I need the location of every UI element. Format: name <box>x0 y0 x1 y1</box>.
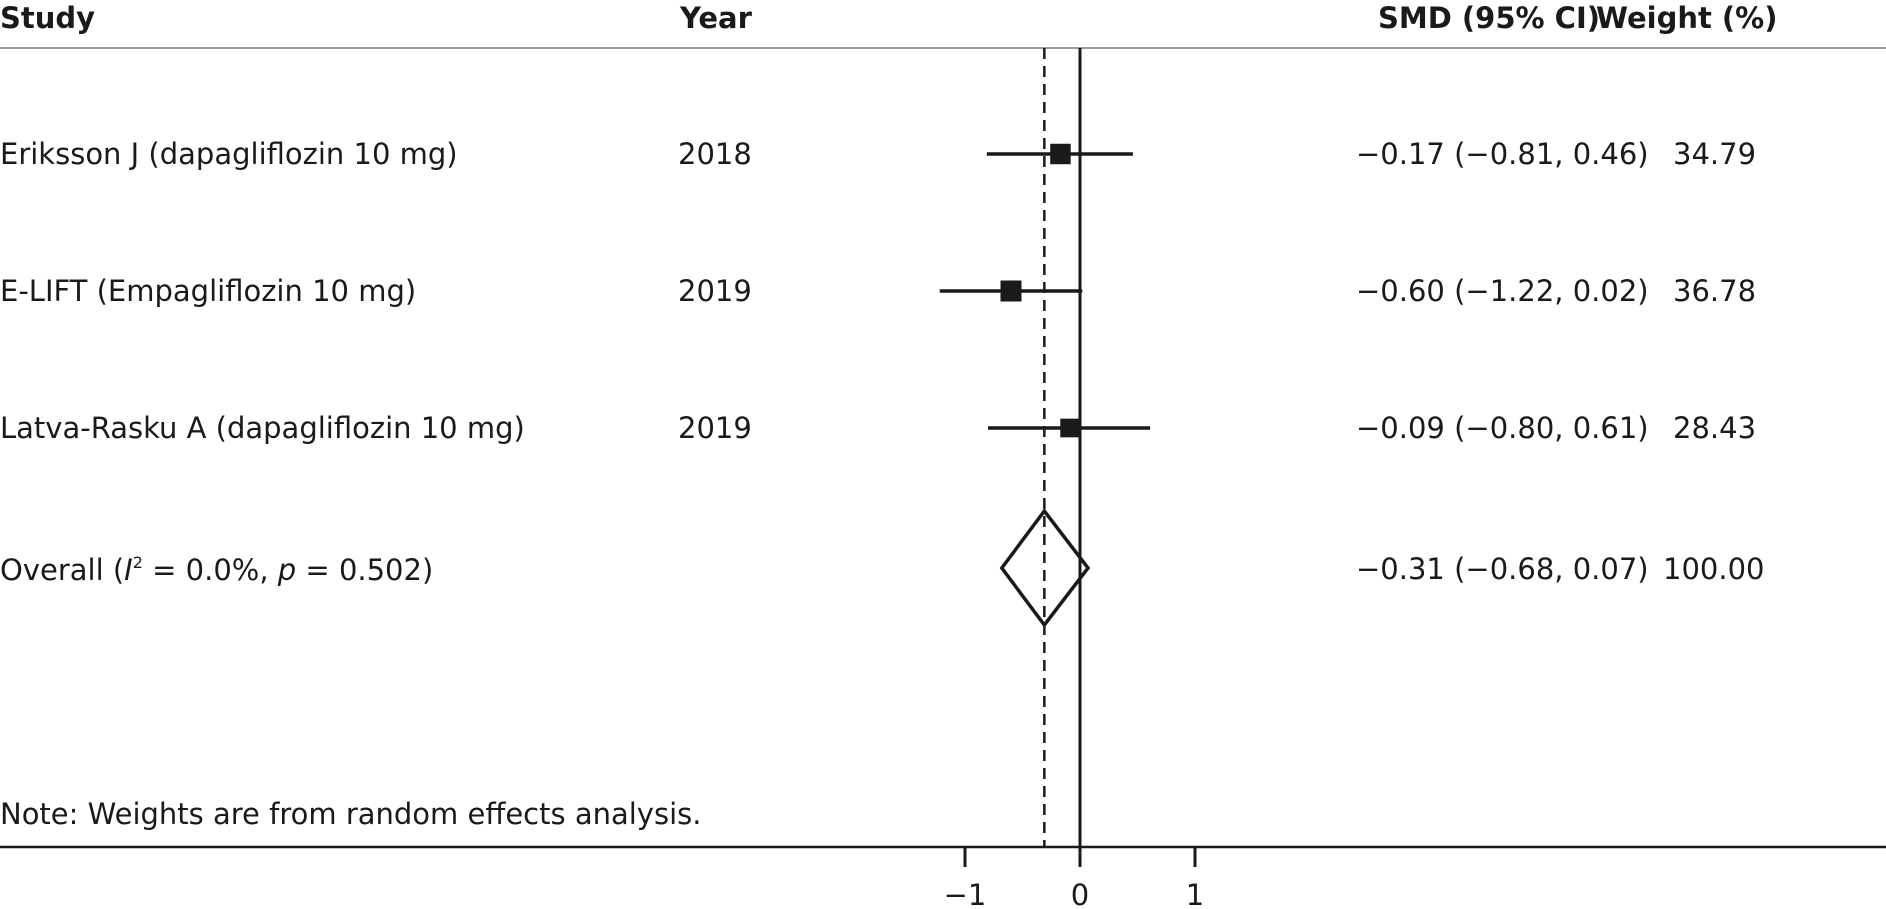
overall-weight-label: 100.00 <box>1663 552 1765 586</box>
overall-i-sup: 2 <box>132 553 143 572</box>
header-weight: Weight (%) <box>1596 1 1778 35</box>
header-rule <box>0 47 1886 49</box>
x-tick-label-1: −1 <box>944 878 987 909</box>
overall-label: Overall (I2 = 0.0%, p = 0.502) <box>0 555 433 585</box>
point-estimate-2 <box>1000 280 1022 302</box>
smd-label-3: −0.09 (−0.80, 0.61) <box>1356 411 1649 445</box>
x-tick-label-2: 0 <box>1071 878 1089 909</box>
header-year: Year <box>680 1 752 35</box>
point-estimate-3 <box>1060 418 1080 438</box>
weight-label-1: 34.79 <box>1673 137 1757 171</box>
overall-p-text: = 0.502) <box>296 553 434 587</box>
overall-i-letter: I <box>124 553 133 587</box>
smd-label-1: −0.17 (−0.81, 0.46) <box>1356 137 1649 171</box>
overall-prefix: Overall ( <box>0 553 125 587</box>
study-label-3: Latva-Rasku A (dapagliflozin 10 mg) <box>0 411 525 445</box>
footnote: Note: Weights are from random effects an… <box>0 797 702 831</box>
study-label-1: Eriksson J (dapagliflozin 10 mg) <box>0 137 458 171</box>
point-estimate-1 <box>1050 143 1071 165</box>
weight-label-3: 28.43 <box>1673 411 1757 445</box>
header-smd: SMD (95% CI) <box>1378 1 1601 35</box>
weight-label-2: 36.78 <box>1673 274 1757 308</box>
year-label-1: 2018 <box>678 137 752 171</box>
x-tick-label-3: 1 <box>1186 878 1204 909</box>
overall-i2-text: = 0.0%, <box>142 553 278 587</box>
study-label-2: E-LIFT (Empagliflozin 10 mg) <box>0 274 417 308</box>
overall-p-letter: p <box>277 553 297 587</box>
overall-diamond <box>999 508 1091 628</box>
overall-smd-label: −0.31 (−0.68, 0.07) <box>1356 552 1649 586</box>
year-label-3: 2019 <box>678 411 752 445</box>
year-label-2: 2019 <box>678 274 752 308</box>
smd-label-2: −0.60 (−1.22, 0.02) <box>1356 274 1649 308</box>
header-study: Study <box>0 1 96 35</box>
